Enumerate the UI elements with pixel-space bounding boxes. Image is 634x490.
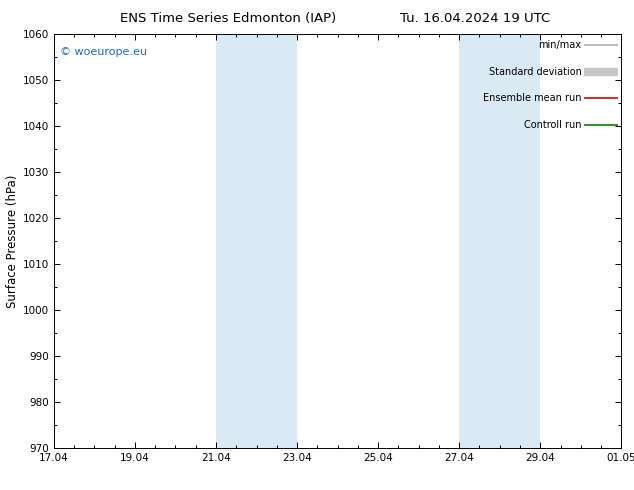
Bar: [459, 34, 540, 448]
Text: Tu. 16.04.2024 19 UTC: Tu. 16.04.2024 19 UTC: [401, 12, 550, 25]
Y-axis label: Surface Pressure (hPa): Surface Pressure (hPa): [6, 174, 18, 308]
Text: Ensemble mean run: Ensemble mean run: [483, 94, 581, 103]
Text: Controll run: Controll run: [524, 121, 581, 130]
Text: Standard deviation: Standard deviation: [489, 67, 581, 76]
Text: min/max: min/max: [539, 40, 581, 49]
Text: ENS Time Series Edmonton (IAP): ENS Time Series Edmonton (IAP): [120, 12, 337, 25]
Bar: [216, 34, 297, 448]
Text: © woeurope.eu: © woeurope.eu: [60, 47, 146, 57]
